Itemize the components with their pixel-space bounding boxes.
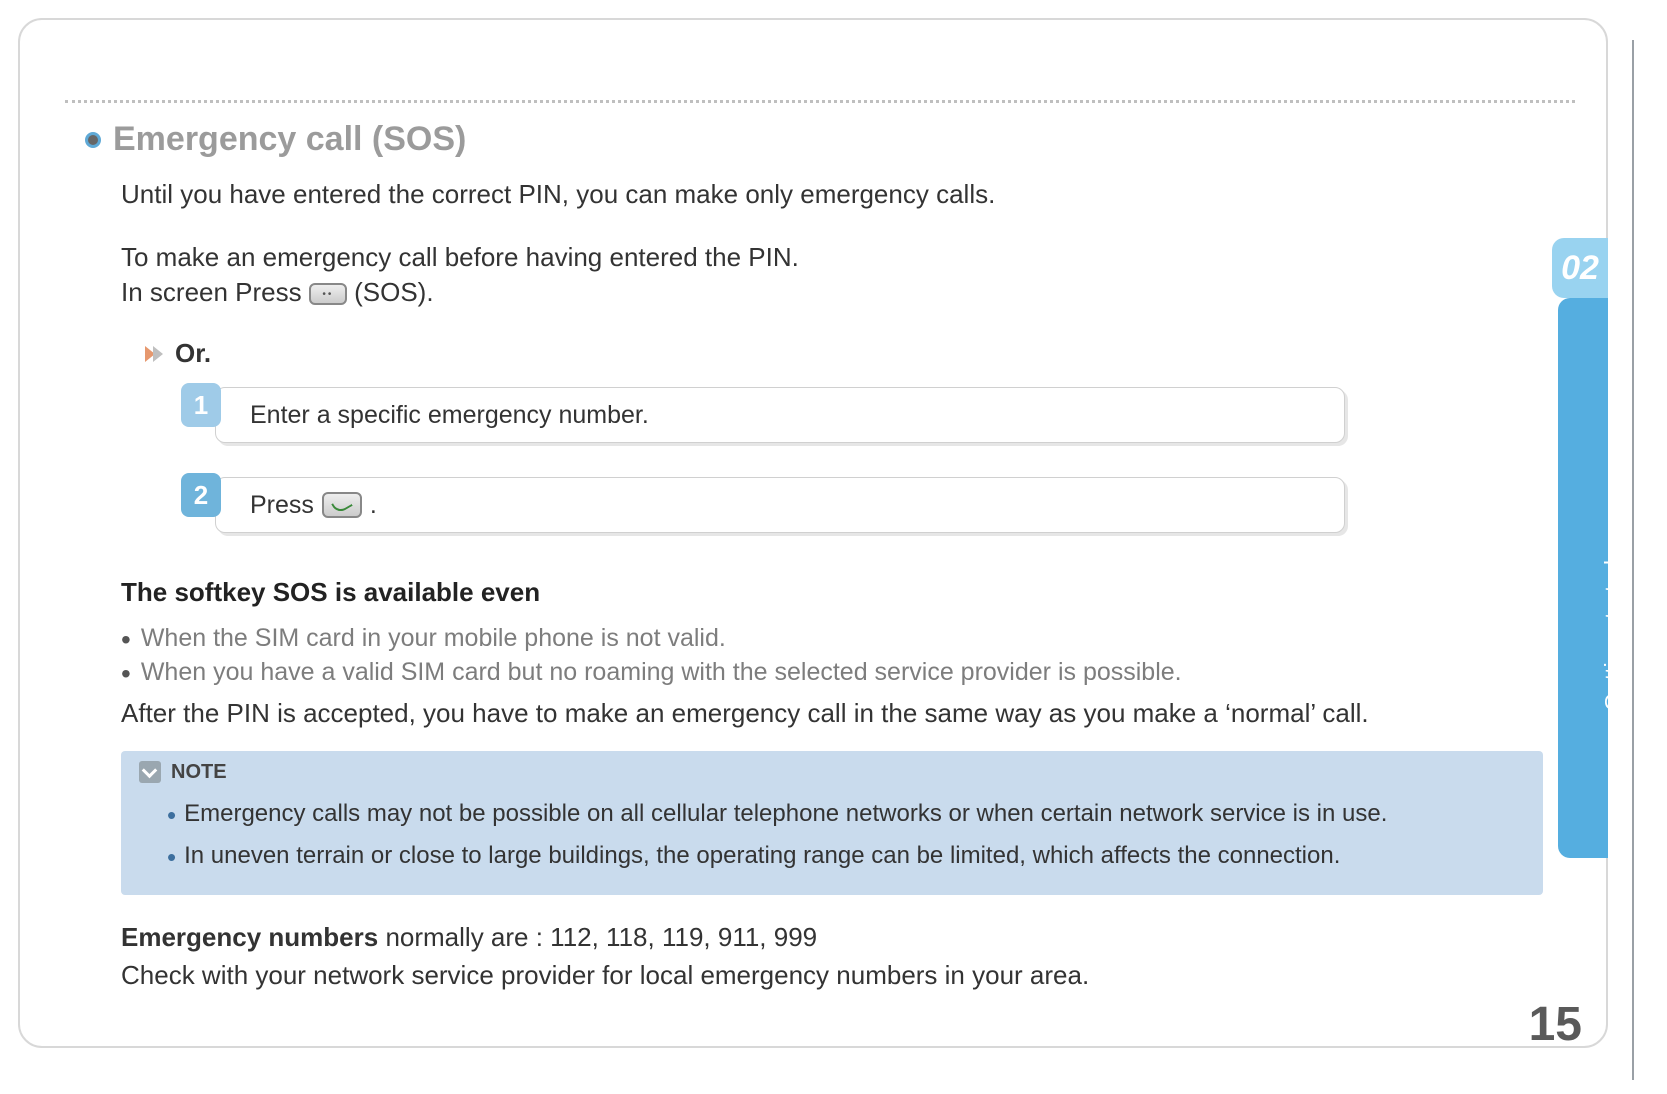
softkey-heading: The softkey SOS is available even	[121, 577, 1545, 608]
emergency-check-line: Check with your network service provider…	[121, 957, 1545, 993]
step-2-text-after: .	[370, 491, 377, 520]
section-title: Emergency call (SOS)	[113, 120, 466, 159]
section-bullet-icon	[85, 132, 101, 148]
bullet-dot-icon: •	[121, 660, 131, 690]
or-label: Or.	[175, 338, 211, 369]
step-badge-2: 2	[181, 473, 221, 517]
pre-pin-line2a: In screen Press	[121, 277, 309, 307]
section-title-row: Emergency call (SOS)	[85, 120, 1545, 159]
note-box: NOTE • Emergency calls may not be possib…	[121, 751, 1543, 895]
step-box-1: Enter a specific emergency number.	[215, 387, 1345, 443]
chapter-number-badge: 02	[1552, 238, 1608, 298]
list-item: • Emergency calls may not be possible on…	[167, 798, 1525, 830]
intro-text: Until you have entered the correct PIN, …	[121, 177, 1545, 212]
step-badge-1: 1	[181, 383, 221, 427]
list-item: • When you have a valid SIM card but no …	[121, 656, 1545, 690]
list-item: • In uneven terrain or close to large bu…	[167, 840, 1525, 872]
step-box-2: Press .	[215, 477, 1345, 533]
note-arrow-icon	[139, 761, 161, 783]
page-frame: Emergency call (SOS) Until you have ente…	[18, 18, 1608, 1048]
note-bullet-2: In uneven terrain or close to large buil…	[184, 840, 1340, 872]
softkey-bullet-1: When the SIM card in your mobile phone i…	[141, 622, 726, 656]
note-header: NOTE	[139, 761, 1525, 784]
page-number: 15	[1529, 997, 1582, 1052]
emergency-numbers-rest: normally are : 112, 118, 119, 911, 999	[378, 922, 817, 952]
or-row: Or.	[145, 338, 1545, 369]
note-bullet-1: Emergency calls may not be possible on a…	[184, 798, 1387, 830]
after-pin-text: After the PIN is accepted, you have to m…	[121, 696, 1545, 731]
list-item: • When the SIM card in your mobile phone…	[121, 622, 1545, 656]
dotted-divider	[65, 100, 1575, 103]
bullet-dot-icon: •	[121, 626, 131, 656]
note-bullet-dot-icon: •	[167, 844, 176, 872]
note-label: NOTE	[171, 761, 227, 784]
side-vertical-rule	[1632, 40, 1634, 1080]
content-area: Emergency call (SOS) Until you have ente…	[85, 120, 1545, 993]
pre-pin-line1: To make an emergency call before having …	[121, 240, 1545, 275]
step-2-text-before: Press	[250, 491, 314, 520]
pre-pin-line2b: (SOS).	[354, 277, 433, 307]
step-1-text: Enter a specific emergency number.	[250, 401, 649, 430]
steps-list: 1 Enter a specific emergency number. 2 P…	[185, 387, 1545, 533]
note-bullet-dot-icon: •	[167, 802, 176, 830]
pre-pin-line2: In screen Press •• (SOS).	[121, 275, 1545, 310]
softkey-bullets: • When the SIM card in your mobile phone…	[121, 622, 1545, 690]
emergency-numbers-label: Emergency numbers	[121, 922, 378, 952]
emergency-numbers-line: Emergency numbers normally are : 112, 11…	[121, 919, 1545, 955]
side-tab-label: Getting started	[1600, 560, 1627, 711]
double-arrow-right-icon	[145, 343, 167, 365]
step-row: 1 Enter a specific emergency number.	[185, 387, 1545, 443]
call-key-icon	[322, 492, 362, 518]
softkey-bullet-2: When you have a valid SIM card but no ro…	[141, 656, 1182, 690]
softkey-sos-icon: ••	[309, 283, 347, 305]
step-row: 2 Press .	[185, 477, 1545, 533]
